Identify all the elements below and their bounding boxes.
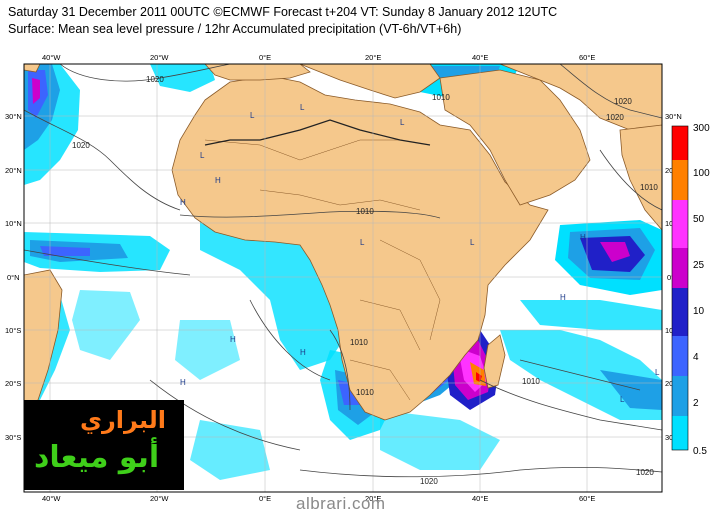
legend-label: 10 [693, 306, 705, 317]
svg-text:1010: 1010 [432, 93, 450, 102]
borders-layer [204, 139, 441, 401]
legend-label: 4 [693, 352, 699, 363]
svg-text:H: H [180, 198, 186, 207]
svg-text:10°N: 10°N [5, 219, 22, 228]
svg-text:1020: 1020 [614, 97, 632, 106]
svg-text:40°E: 40°E [472, 494, 488, 503]
svg-text:10°S: 10°S [5, 326, 21, 335]
legend-swatch-4 [672, 336, 688, 376]
legend-label: 300 [693, 123, 710, 134]
svg-text:L: L [655, 368, 660, 377]
svg-text:1020: 1020 [636, 468, 654, 477]
longitude-labels: 40°W 20°W 0°E 20°E 40°E 60°E 40°W 20°W 0… [42, 53, 595, 503]
svg-text:L: L [620, 395, 625, 404]
albrari-logo: البراري أبو ميعاد [24, 400, 184, 490]
legend-swatch-100 [672, 160, 688, 200]
svg-text:L: L [400, 118, 405, 127]
legend-swatch-2 [672, 376, 688, 416]
isobar-labels: 1020 1020 1010 1010 1020 1010 1010 1010 … [72, 75, 658, 486]
logo-line-top: البراري [79, 406, 166, 434]
svg-text:40°E: 40°E [472, 53, 488, 62]
svg-text:1010: 1010 [350, 338, 368, 347]
svg-text:30°N: 30°N [665, 112, 682, 121]
svg-text:1020: 1020 [72, 141, 90, 150]
svg-text:40°W: 40°W [42, 494, 61, 503]
isobar-bold [204, 119, 431, 146]
svg-text:H: H [560, 293, 566, 302]
svg-text:20°N: 20°N [5, 166, 22, 175]
svg-text:0°E: 0°E [259, 494, 271, 503]
svg-text:L: L [250, 111, 255, 120]
svg-text:H: H [300, 348, 306, 357]
svg-text:L: L [360, 238, 365, 247]
svg-text:60°E: 60°E [579, 53, 595, 62]
legend-swatch-50 [672, 200, 688, 248]
legend-label: 50 [693, 214, 705, 225]
svg-text:L: L [300, 103, 305, 112]
legend-label: 2 [693, 398, 699, 409]
svg-text:L: L [200, 151, 205, 160]
legend-swatch-25 [672, 248, 688, 288]
svg-text:1020: 1020 [146, 75, 164, 84]
site-watermark: albrari.com [296, 494, 386, 513]
isobars [24, 64, 662, 478]
svg-text:20°E: 20°E [365, 494, 381, 503]
svg-text:1010: 1010 [640, 183, 658, 192]
pressure-centers: L H H L L L L L H H H L L H H [180, 103, 660, 404]
svg-text:H: H [180, 378, 186, 387]
svg-text:1010: 1010 [356, 388, 374, 397]
svg-text:H: H [230, 335, 236, 344]
svg-text:L: L [470, 238, 475, 247]
svg-text:H: H [215, 176, 221, 185]
svg-text:20°W: 20°W [150, 53, 169, 62]
svg-text:20°S: 20°S [5, 379, 21, 388]
svg-text:40°W: 40°W [42, 53, 61, 62]
svg-text:1020: 1020 [606, 113, 624, 122]
svg-text:1020: 1020 [420, 477, 438, 486]
svg-text:20°E: 20°E [365, 53, 381, 62]
svg-text:H: H [580, 233, 586, 242]
legend-swatch-10 [672, 288, 688, 336]
svg-text:1010: 1010 [522, 377, 540, 386]
precipitation-legend: 300 100 50 25 10 4 2 0.5 [671, 123, 710, 457]
legend-label: 25 [693, 260, 705, 271]
svg-text:0°E: 0°E [259, 53, 271, 62]
legend-label: 0.5 [693, 446, 707, 457]
legend-label: 100 [693, 168, 710, 179]
legend-swatch-300 [672, 126, 688, 160]
svg-text:20°W: 20°W [150, 494, 169, 503]
svg-text:30°N: 30°N [5, 112, 22, 121]
svg-text:60°E: 60°E [579, 494, 595, 503]
land-layer [24, 64, 662, 421]
forecast-title: Saturday 31 December 2011 00UTC ©ECMWF F… [8, 5, 558, 19]
map-border [23, 63, 663, 493]
logo-line-bottom: أبو ميعاد [34, 440, 160, 475]
forecast-subtitle: Surface: Mean sea level pressure / 12hr … [8, 22, 462, 36]
svg-text:30°S: 30°S [5, 433, 21, 442]
legend-swatch-0-5 [672, 416, 688, 450]
svg-text:1010: 1010 [356, 207, 374, 216]
svg-text:0°N: 0°N [7, 273, 20, 282]
